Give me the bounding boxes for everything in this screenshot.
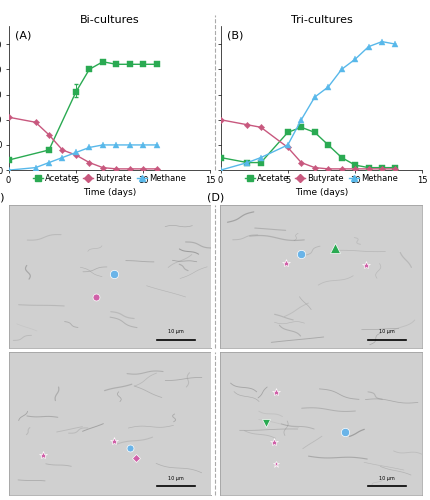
Text: 10 μm: 10 μm [378,329,394,334]
Text: (A): (A) [15,31,31,41]
Text: 10 μm: 10 μm [378,476,394,480]
Text: 10 μm: 10 μm [168,476,184,480]
X-axis label: Time (days): Time (days) [83,188,136,197]
Legend: Acetate, Butyrate, Methane: Acetate, Butyrate, Methane [33,174,186,184]
Text: Bi-cultures: Bi-cultures [80,16,139,26]
Text: Tri-cultures: Tri-cultures [290,16,351,26]
Legend: Acetate, Butyrate, Methane: Acetate, Butyrate, Methane [244,174,397,184]
Text: 10 μm: 10 μm [168,329,184,334]
X-axis label: Time (days): Time (days) [294,188,347,197]
Text: (C): (C) [0,192,5,202]
Text: (B): (B) [226,31,243,41]
Text: (D): (D) [207,192,224,202]
